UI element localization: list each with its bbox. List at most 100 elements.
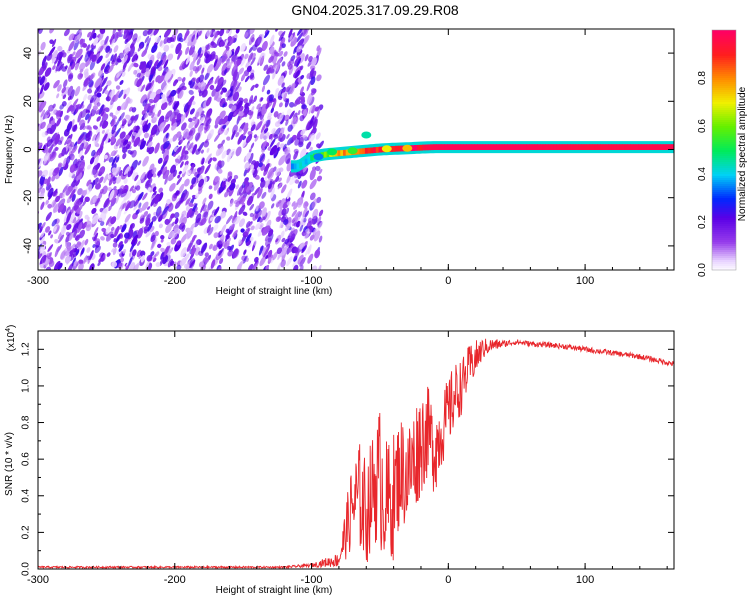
noise-speckle — [263, 132, 270, 141]
noise-speckle — [152, 257, 157, 263]
noise-speckle — [98, 176, 104, 184]
noise-speckle — [83, 77, 90, 87]
noise-speckle — [154, 142, 160, 154]
noise-speckle — [110, 226, 115, 232]
noise-speckle — [49, 151, 57, 162]
noise-speckle — [296, 45, 303, 53]
noise-speckle — [214, 123, 219, 129]
noise-speckle — [285, 86, 290, 92]
noise-speckle — [143, 132, 150, 139]
colorbar-step — [712, 64, 736, 67]
noise-speckle — [39, 244, 46, 254]
noise-speckle — [246, 185, 251, 193]
signal-band-cell — [493, 144, 497, 150]
noise-speckle — [162, 169, 170, 180]
signal-band-cell — [471, 144, 475, 150]
signal-band-cell — [400, 145, 404, 152]
colorbar-step — [712, 216, 736, 219]
noise-speckle — [189, 127, 196, 137]
noise-speckle — [96, 102, 101, 107]
noise-speckle — [194, 119, 200, 129]
x-tick-label-top: 100 — [576, 275, 594, 287]
noise-speckle — [259, 255, 267, 267]
noise-speckle — [129, 45, 135, 58]
noise-speckle — [150, 124, 158, 136]
noise-speckle — [90, 72, 96, 80]
noise-speckle — [219, 29, 225, 37]
noise-speckle — [80, 247, 85, 255]
noise-speckle — [61, 101, 67, 107]
noise-speckle — [225, 29, 229, 34]
noise-speckle — [84, 113, 90, 121]
noise-speckle — [307, 244, 312, 255]
noise-speckle — [186, 208, 193, 219]
colorbar-step — [712, 180, 736, 183]
noise-speckle — [99, 120, 104, 127]
noise-speckle — [147, 221, 154, 232]
noise-speckle — [307, 92, 313, 105]
noise-speckle — [51, 175, 56, 182]
noise-speckle — [294, 117, 299, 125]
noise-speckle — [283, 51, 288, 57]
noise-speckle — [180, 247, 187, 258]
noise-speckle — [225, 50, 232, 57]
noise-speckle — [137, 191, 144, 201]
noise-speckle — [91, 214, 100, 225]
colorbar-step — [712, 166, 736, 169]
noise-speckle — [109, 189, 115, 201]
colorbar-step — [712, 168, 736, 171]
noise-speckle — [236, 184, 244, 196]
signal-band-cell — [356, 148, 360, 155]
noise-speckle — [229, 223, 236, 231]
noise-speckle — [194, 210, 199, 215]
noise-speckle — [66, 104, 73, 113]
signal-blob — [381, 145, 392, 153]
noise-speckle — [151, 167, 157, 175]
noise-speckle — [188, 117, 193, 123]
noise-speckle — [261, 191, 267, 199]
noise-speckle — [216, 240, 222, 248]
noise-speckle — [175, 145, 182, 155]
noise-speckle — [127, 119, 132, 124]
noise-speckle — [299, 224, 304, 232]
colorbar-step — [712, 80, 736, 83]
colorbar-step — [712, 208, 736, 211]
noise-speckle — [66, 224, 72, 230]
colorbar-step — [712, 114, 736, 117]
signal-band-cell — [302, 160, 306, 167]
noise-speckle — [79, 38, 84, 45]
noise-speckle — [91, 149, 96, 157]
noise-speckle — [98, 166, 106, 176]
colorbar-step — [712, 150, 736, 153]
noise-speckle — [97, 261, 101, 267]
signal-band-cell — [449, 144, 453, 150]
noise-speckle — [158, 214, 164, 222]
colorbar-step — [712, 78, 736, 81]
noise-speckle — [161, 149, 166, 154]
noise-speckle — [192, 144, 197, 155]
colorbar-step — [712, 206, 736, 209]
noise-speckle — [309, 67, 315, 77]
noise-speckle — [316, 143, 322, 149]
noise-speckle — [176, 177, 183, 186]
noise-speckle — [145, 179, 151, 187]
noise-speckle — [201, 157, 205, 165]
noise-speckle — [125, 265, 130, 270]
noise-speckle — [124, 237, 129, 244]
noise-speckle — [286, 158, 291, 165]
noise-speckle — [105, 226, 111, 235]
colorbar-step — [712, 260, 736, 263]
colorbar-step — [712, 118, 736, 121]
noise-speckle — [191, 50, 196, 58]
noise-speckle — [299, 264, 304, 270]
noise-speckle — [189, 184, 194, 190]
noise-speckle — [312, 208, 319, 220]
noise-speckle — [145, 67, 150, 73]
noise-speckle — [147, 29, 153, 35]
signal-band-cell — [501, 144, 505, 150]
noise-speckle — [269, 145, 278, 156]
colorbar-step — [712, 134, 736, 137]
noise-speckle — [66, 211, 72, 223]
noise-speckle — [254, 36, 262, 48]
noise-speckle — [220, 53, 228, 63]
